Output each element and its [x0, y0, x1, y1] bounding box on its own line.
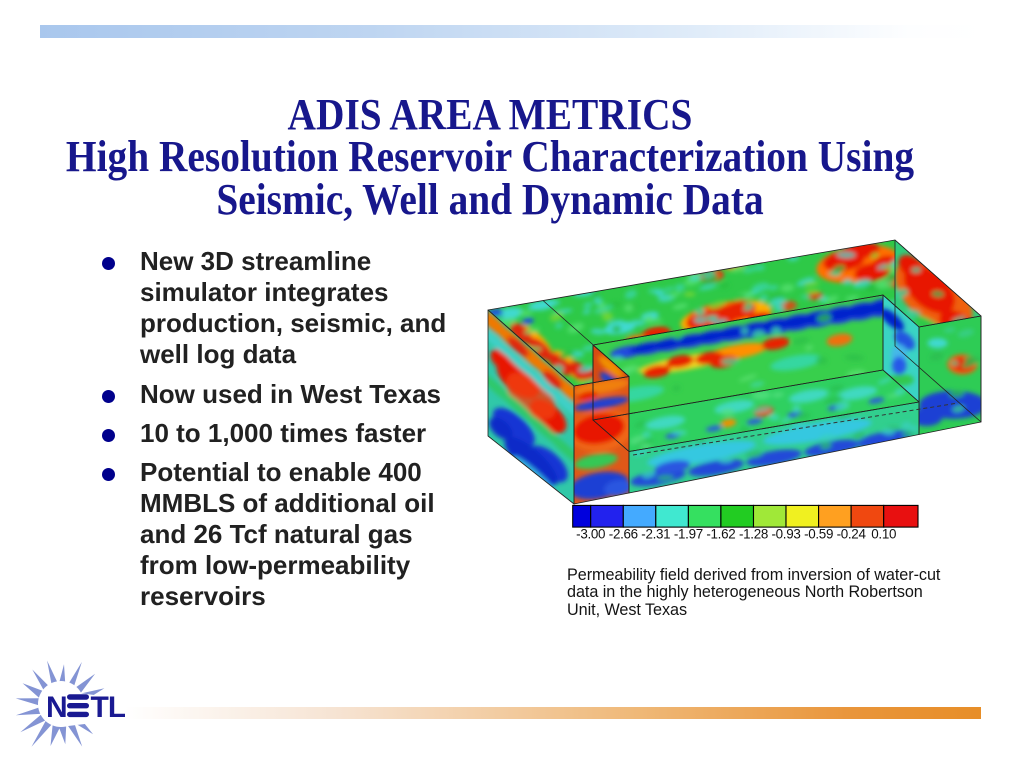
svg-text:-1.28: -1.28 — [739, 527, 768, 542]
svg-text:0.10: 0.10 — [871, 527, 896, 542]
svg-text:-2.66: -2.66 — [609, 527, 638, 542]
svg-text:-0.93: -0.93 — [771, 527, 800, 542]
svg-text:-0.24: -0.24 — [837, 527, 867, 542]
svg-text:-1.62: -1.62 — [706, 527, 735, 542]
svg-text:-0.59: -0.59 — [804, 527, 833, 542]
svg-text:-2.31: -2.31 — [641, 527, 670, 542]
svg-text:TL: TL — [91, 691, 126, 724]
svg-text:-1.97: -1.97 — [674, 527, 703, 542]
svg-text:-3.00: -3.00 — [576, 527, 605, 542]
svg-text:N: N — [46, 691, 67, 724]
